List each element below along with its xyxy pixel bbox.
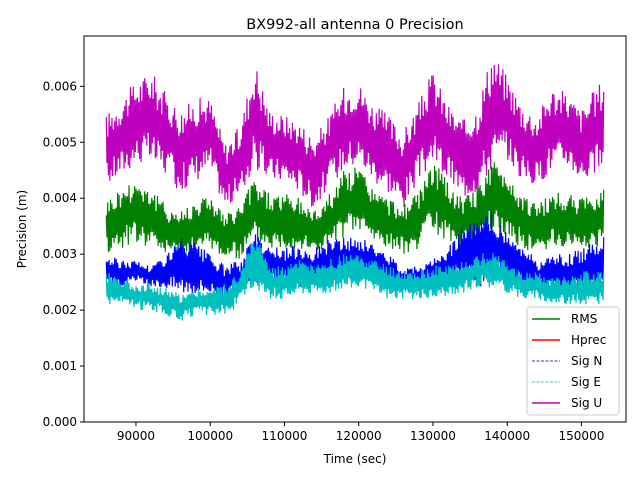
series-layer (105, 64, 605, 321)
legend-label: Sig U (571, 396, 602, 410)
y-tick-label: 0.003 (43, 247, 77, 261)
y-tick-label: 0.004 (43, 191, 77, 205)
y-tick-label: 0.002 (43, 303, 77, 317)
legend-label: Hprec (571, 333, 606, 347)
y-axis-label: Precision (m) (15, 190, 29, 268)
x-tick-label: 140000 (484, 429, 530, 443)
y-tick-label: 0.006 (43, 79, 77, 93)
legend-box (526, 306, 620, 416)
legend: RMS Hprec Sig N Sig E Sig U (526, 306, 620, 416)
series-trace-rms (105, 162, 605, 259)
legend-label: Sig E (571, 375, 601, 389)
x-tick-label: 110000 (262, 429, 308, 443)
x-tick-label: 100000 (187, 429, 233, 443)
y-tick-label: 0.000 (43, 415, 77, 429)
chart-title: BX992-all antenna 0 Precision (246, 17, 463, 33)
plot-frame (83, 35, 627, 423)
series-trace-sig-u (105, 64, 605, 207)
x-tick-label: 120000 (336, 429, 382, 443)
x-tick-label: 90000 (117, 429, 155, 443)
y-tick-label: 0.001 (43, 359, 77, 373)
y-axis: 0.000 0.001 0.002 0.003 0.004 0.005 0.006 (43, 79, 84, 429)
legend-label: RMS (571, 312, 597, 326)
x-tick-label: 130000 (410, 429, 456, 443)
legend-label: Sig N (571, 354, 602, 368)
series-trace-sig-e (105, 242, 605, 321)
x-axis-label: Time (sec) (323, 452, 387, 466)
x-tick-label: 150000 (559, 429, 605, 443)
x-axis: 90000 100000 110000 120000 130000 140000 15000… (117, 422, 604, 443)
y-tick-label: 0.005 (43, 135, 77, 149)
